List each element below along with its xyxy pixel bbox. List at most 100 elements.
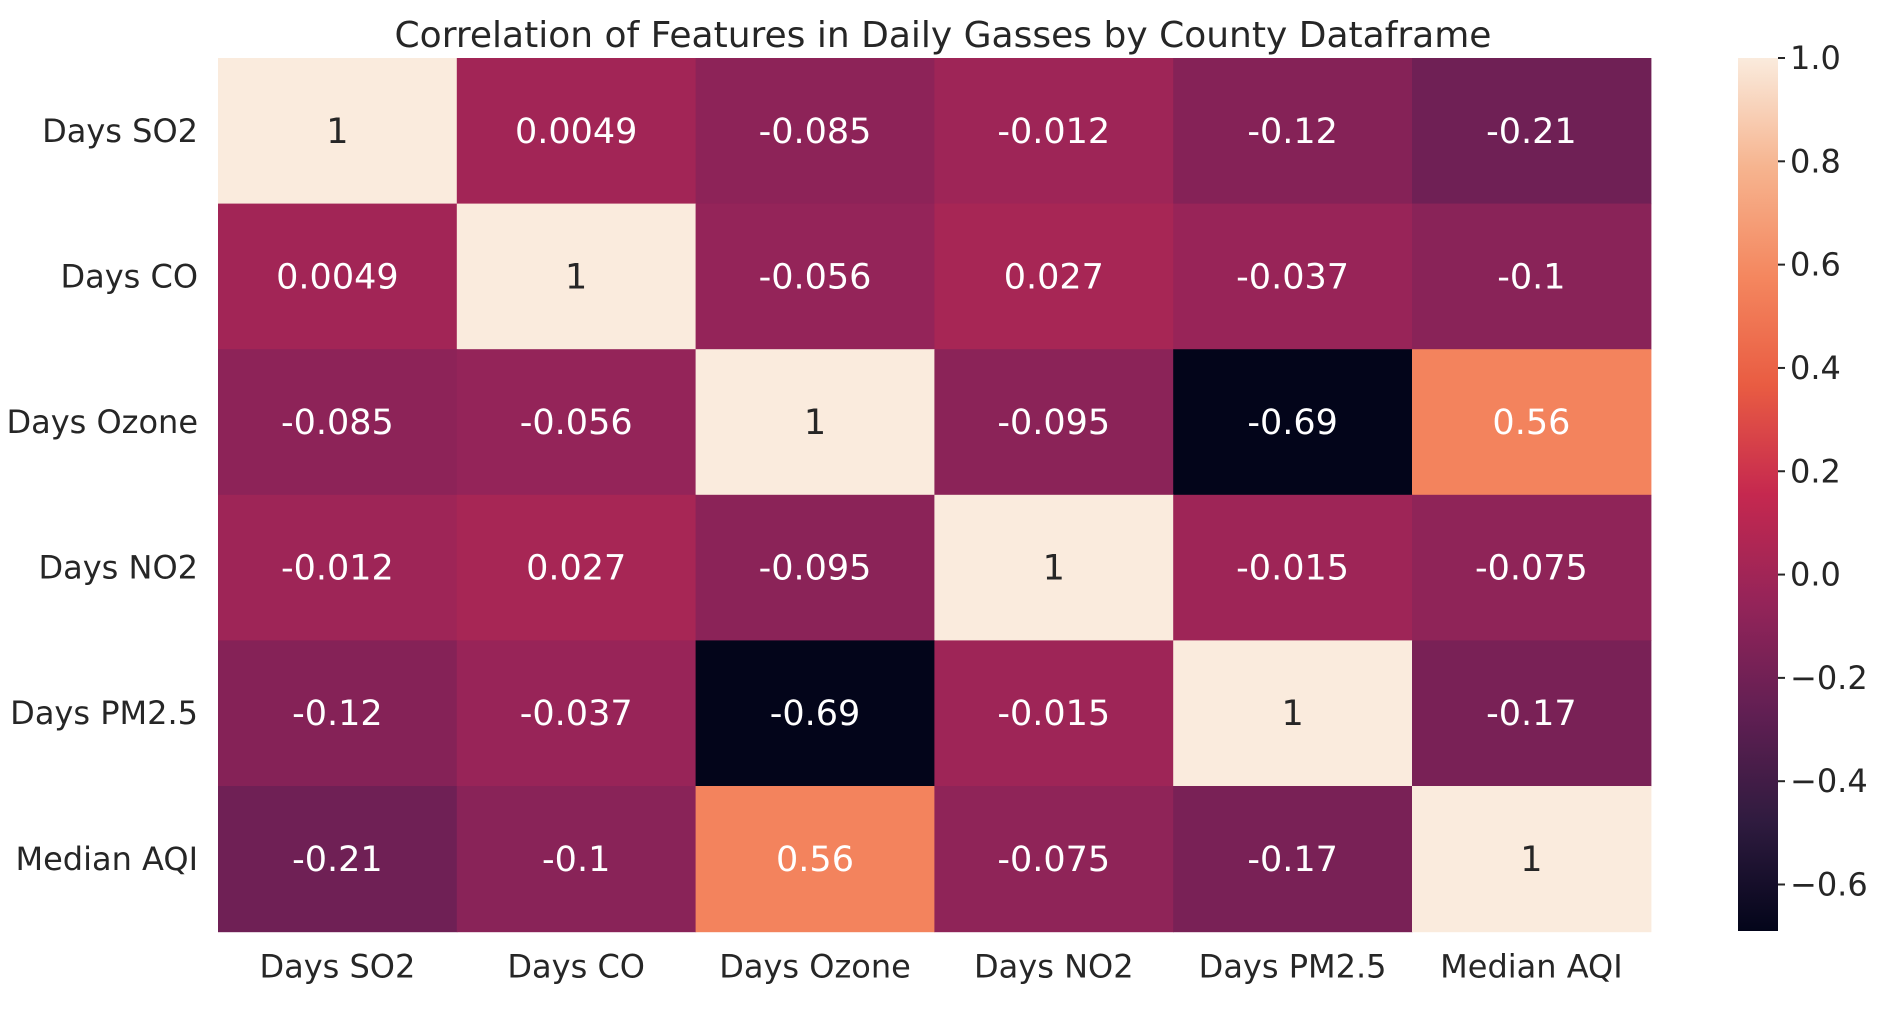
y-tick-label: Days PM2.5 bbox=[10, 694, 198, 732]
cell-annotation-r1-c1: 1 bbox=[565, 257, 587, 297]
heatmap-cell-r1-c4 bbox=[1173, 203, 1413, 350]
heatmap-cell-r2-c5 bbox=[1412, 349, 1652, 496]
cell-annotation-r2-c2: 1 bbox=[804, 403, 826, 443]
heatmap-cell-r4-c4 bbox=[1173, 640, 1413, 787]
heatmap-cell-r1-c0 bbox=[218, 203, 458, 350]
heatmap-cell-r1-c3 bbox=[934, 203, 1174, 350]
x-tick-label: Median AQI bbox=[1440, 948, 1623, 986]
colorbar-gradient bbox=[1738, 58, 1778, 931]
cell-annotation-r0-c3: -0.012 bbox=[997, 112, 1110, 152]
cell-annotation-r4-c0: -0.12 bbox=[292, 694, 383, 734]
colorbar-tick-label: 0.0 bbox=[1790, 556, 1841, 594]
heatmap-cell-r3-c5 bbox=[1412, 494, 1652, 641]
cell-annotation-r3-c3: 1 bbox=[1043, 549, 1065, 589]
colorbar-tick-label: −0.2 bbox=[1790, 659, 1868, 697]
cell-annotation-r0-c1: 0.0049 bbox=[515, 112, 637, 152]
cell-annotation-r1-c5: -0.1 bbox=[1497, 257, 1565, 297]
cell-annotation-r5-c5: 1 bbox=[1520, 840, 1542, 880]
y-tick-label: Days NO2 bbox=[38, 549, 198, 587]
cell-annotation-r1-c0: 0.0049 bbox=[276, 257, 398, 297]
cell-annotation-r4-c5: -0.17 bbox=[1486, 694, 1577, 734]
heatmap-cell-r3-c3 bbox=[934, 494, 1174, 641]
colorbar-tick-label: −0.4 bbox=[1790, 762, 1868, 800]
x-tick-label: Days SO2 bbox=[259, 948, 415, 986]
cell-annotation-r3-c4: -0.015 bbox=[1236, 549, 1349, 589]
cell-annotation-r0-c4: -0.12 bbox=[1247, 112, 1338, 152]
colorbar-tick-label: −0.6 bbox=[1790, 866, 1868, 904]
colorbar-tick-label: 0.8 bbox=[1790, 142, 1841, 180]
heatmap-cell-r5-c0 bbox=[218, 786, 458, 933]
cell-annotation-r0-c0: 1 bbox=[326, 112, 348, 152]
x-axis: Days SO2 Days CO Days Ozone Days NO2 Days PM… bbox=[259, 948, 1622, 986]
cell-annotation-r4-c2: -0.69 bbox=[770, 694, 861, 734]
cell-annotation-r2-c4: -0.69 bbox=[1247, 403, 1338, 443]
heatmap-cell-r2-c4 bbox=[1173, 349, 1413, 496]
heatmap-cell-r5-c5 bbox=[1412, 786, 1652, 933]
y-tick-label: Days Ozone bbox=[6, 403, 198, 441]
heatmap-cell-r5-c1 bbox=[456, 786, 697, 933]
colorbar-tick-label: 0.2 bbox=[1790, 452, 1841, 490]
y-tick-label: Days SO2 bbox=[42, 112, 198, 150]
heatmap-cell-r2-c3 bbox=[934, 349, 1174, 496]
heatmap-cell-r0-c1 bbox=[456, 58, 697, 205]
x-tick-label: Days PM2.5 bbox=[1199, 948, 1387, 986]
cell-annotation-r4-c1: -0.037 bbox=[520, 694, 633, 734]
cell-annotation-r5-c2: 0.56 bbox=[776, 840, 854, 880]
heatmap-cell-r0-c3 bbox=[934, 58, 1174, 205]
heatmap-cell-r0-c5 bbox=[1412, 58, 1652, 205]
heatmap-cell-r3-c1 bbox=[456, 494, 697, 641]
heatmap-cell-r3-c0 bbox=[218, 494, 458, 641]
cell-annotation-r1-c4: -0.037 bbox=[1236, 257, 1349, 297]
cell-annotation-r2-c5: 0.56 bbox=[1492, 403, 1570, 443]
cell-annotation-r2-c0: -0.085 bbox=[281, 403, 394, 443]
heatmap-cell-r4-c1 bbox=[456, 640, 697, 787]
cell-annotation-r5-c3: -0.075 bbox=[997, 840, 1110, 880]
x-tick-label: Days NO2 bbox=[974, 948, 1134, 986]
heatmap-cell-r0-c0 bbox=[218, 58, 458, 205]
heatmap-cell-r0-c4 bbox=[1173, 58, 1413, 205]
heatmap-cell-r2-c0 bbox=[218, 349, 458, 496]
heatmap-cell-r2-c1 bbox=[456, 349, 697, 496]
heatmap-cell-r1-c2 bbox=[695, 203, 935, 350]
colorbar-tick-label: 0.6 bbox=[1790, 246, 1841, 284]
heatmap-cell-r5-c2 bbox=[695, 786, 935, 933]
heatmap-cell-r4-c2 bbox=[695, 640, 935, 787]
heatmap-cell-r5-c4 bbox=[1173, 786, 1413, 933]
chart-title: Correlation of Features in Daily Gasses … bbox=[395, 15, 1492, 56]
heatmap-cell-r1-c1 bbox=[456, 203, 697, 350]
heatmap-cell-r3-c2 bbox=[695, 494, 935, 641]
y-tick-label: Median AQI bbox=[15, 840, 198, 878]
heatmap-cell-r0-c2 bbox=[695, 58, 935, 205]
heatmap-cell-r4-c0 bbox=[218, 640, 458, 787]
heatmap-cell-r4-c3 bbox=[934, 640, 1174, 787]
heatmap-cell-r4-c5 bbox=[1412, 640, 1652, 787]
cell-annotation-r3-c0: -0.012 bbox=[281, 549, 394, 589]
cell-annotation-r2-c1: -0.056 bbox=[520, 403, 633, 443]
colorbar: 1.0 0.8 0.6 0.4 0.2 0.0 −0.2 −0.4 −0.6 bbox=[1738, 39, 1868, 931]
colorbar-tick-label: 1.0 bbox=[1790, 39, 1841, 77]
cell-annotation-r3-c1: 0.027 bbox=[526, 549, 626, 589]
cell-annotation-r1-c2: -0.056 bbox=[759, 257, 872, 297]
heatmap-cells: 1 0.0049 -0.085 -0.012 -0.12 -0.21 0.0049 1 -0.0… bbox=[218, 58, 1652, 933]
x-tick-label: Days Ozone bbox=[719, 948, 911, 986]
cell-annotation-r5-c4: -0.17 bbox=[1247, 840, 1338, 880]
heatmap-cell-r5-c3 bbox=[934, 786, 1174, 933]
cell-annotation-r0-c2: -0.085 bbox=[759, 112, 872, 152]
cell-annotation-r2-c3: -0.095 bbox=[997, 403, 1110, 443]
cell-annotation-r3-c5: -0.075 bbox=[1475, 549, 1588, 589]
heatmap-cell-r2-c2 bbox=[695, 349, 935, 496]
y-axis: Days SO2 Days CO Days Ozone Days NO2 Days PM… bbox=[6, 112, 198, 878]
cell-annotation-r0-c5: -0.21 bbox=[1486, 112, 1577, 152]
cell-annotation-r4-c3: -0.015 bbox=[997, 694, 1110, 734]
cell-annotation-r5-c1: -0.1 bbox=[542, 840, 610, 880]
colorbar-tick-label: 0.4 bbox=[1790, 349, 1841, 387]
x-tick-label: Days CO bbox=[507, 948, 645, 986]
heatmap-cell-r1-c5 bbox=[1412, 203, 1652, 350]
cell-annotation-r1-c3: 0.027 bbox=[1004, 257, 1104, 297]
cell-annotation-r4-c4: 1 bbox=[1281, 694, 1303, 734]
cell-annotation-r5-c0: -0.21 bbox=[292, 840, 383, 880]
y-tick-label: Days CO bbox=[60, 257, 198, 295]
heatmap-cell-r3-c4 bbox=[1173, 494, 1413, 641]
